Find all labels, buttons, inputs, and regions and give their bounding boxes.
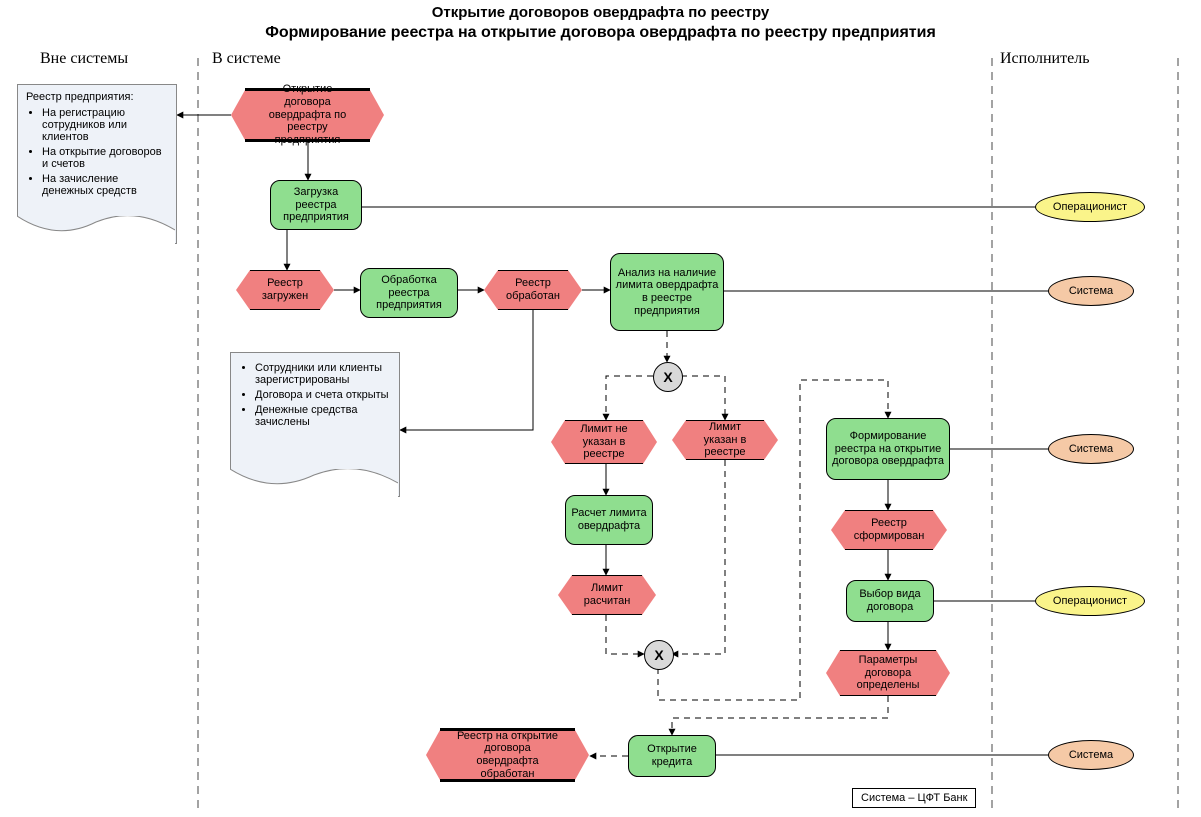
lane-header-executor: Исполнитель [1000,50,1090,68]
note-item: Договора и счета открыты [255,389,391,401]
node-formed: Реестр сформирован [845,510,933,550]
flowchart-canvas: Открытие договоров овердрафта по реестру… [0,0,1201,817]
node-analyze: Анализ на наличие лимита овердрафта в ре… [610,253,724,331]
lane-header-inside: В системе [212,50,281,68]
note-item: На открытие договоров и счетов [42,146,168,170]
node-load: Загрузка реестра предприятия [270,180,362,230]
title-line2: Формирование реестра на открытие договор… [0,24,1201,42]
node-calced: Лимит расчитан [572,575,642,615]
node-end: Реестр на открытие договора овердрафта о… [440,728,575,782]
title-line1: Открытие договоров овердрафта по реестру [0,4,1201,21]
node-form: Формирование реестра на открытие договор… [826,418,950,480]
lane-header-outside: Вне системы [40,50,128,68]
note-registry-title: Реестр предприятия: [26,91,168,103]
note-results: Сотрудники или клиенты зарегистрированы Д… [230,352,400,497]
node-start: Открытие договора овердрафта по реестру … [245,88,370,142]
edges-layer [0,0,1201,817]
note-item: Сотрудники или клиенты зарегистрированы [255,362,391,386]
node-yesLimit: Лимит указан в реестре [686,420,764,460]
node-calc: Расчет лимита овердрафта [565,495,653,545]
node-processed: Реестр обработан [498,270,568,310]
node-open: Открытие кредита [628,735,716,777]
node-choose: Выбор вида договора [846,580,934,622]
actor-a5: Система [1048,740,1134,770]
actor-a4: Операционист [1035,586,1145,616]
node-g1: X [653,362,683,392]
node-noLimit: Лимит не указан в реестре [565,420,643,464]
note-item: На регистрацию сотрудников или клиентов [42,107,168,143]
legend-system: Система – ЦФТ Банк [852,788,976,808]
actor-a2: Система [1048,276,1134,306]
node-params: Параметры договора определены [840,650,936,696]
actor-a1: Операционист [1035,192,1145,222]
node-process: Обработка реестра предприятия [360,268,458,318]
node-g2: X [644,640,674,670]
note-registry: Реестр предприятия: На регистрацию сотру… [17,84,177,244]
actor-a3: Система [1048,434,1134,464]
note-item: На зачисление денежных средств [42,173,168,197]
node-loaded: Реестр загружен [250,270,320,310]
note-item: Денежные средства зачислены [255,404,391,428]
